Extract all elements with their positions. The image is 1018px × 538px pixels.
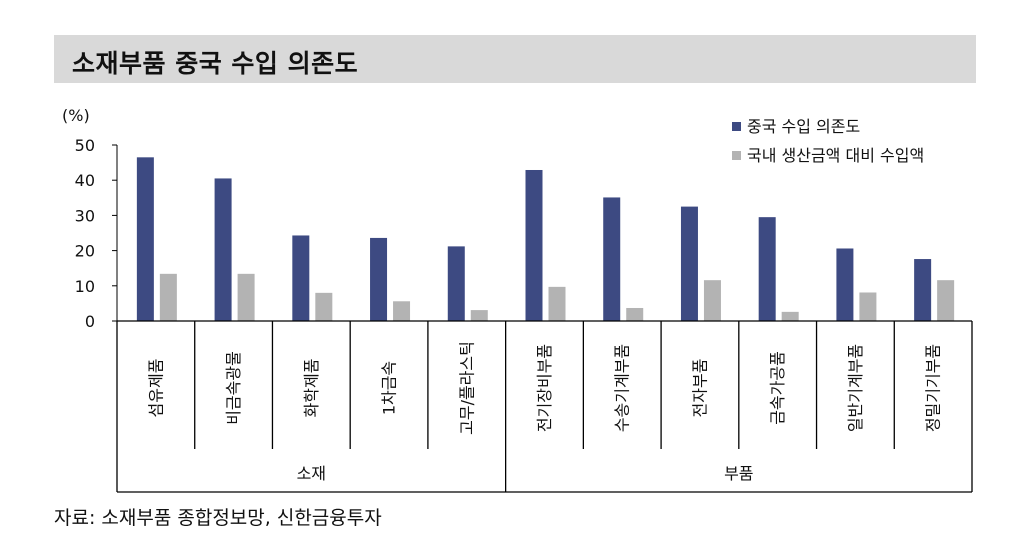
legend-label: 국내 생산금액 대비 수입액	[747, 146, 924, 165]
bar-import-ratio	[626, 307, 644, 321]
y-tick-label: 0	[85, 312, 95, 331]
legend-swatch	[732, 122, 741, 131]
category-label: 전자부품	[690, 359, 709, 418]
bar-import-ratio	[393, 301, 411, 321]
bar-import-ratio	[703, 280, 721, 321]
bar-china-dependence	[447, 246, 465, 321]
category-label: 전기장비부품	[535, 344, 554, 432]
title-bar: 소재부품 중국 수입 의존도	[54, 35, 976, 83]
bar-china-dependence	[836, 248, 854, 321]
bar-china-dependence	[603, 197, 621, 321]
bar-china-dependence	[370, 237, 388, 321]
category-label: 정밀기기부품	[924, 344, 943, 432]
category-label: 일반기계부품	[846, 344, 865, 432]
bar-china-dependence	[214, 178, 232, 321]
category-label: 섬유제품	[146, 359, 165, 418]
bar-import-ratio	[315, 292, 333, 321]
category-label: 1차금속	[380, 361, 399, 415]
y-tick-label: 50	[75, 136, 95, 155]
bar-china-dependence	[914, 259, 932, 321]
y-tick-label: 10	[75, 277, 95, 296]
category-label: 화학제품	[302, 359, 321, 418]
category-label: 비금속광물	[224, 351, 243, 425]
category-label: 금속가공품	[768, 351, 787, 425]
source-note: 자료: 소재부품 종합정보망, 신한금융투자	[54, 507, 382, 529]
legend-swatch	[732, 151, 741, 160]
category-label: 고무/플라스틱	[457, 341, 476, 435]
bar-import-ratio	[237, 273, 255, 321]
group-label: 소재	[297, 464, 326, 483]
bar-import-ratio	[548, 286, 566, 321]
bar-china-dependence	[136, 157, 154, 321]
bar-import-ratio	[937, 280, 955, 321]
y-tick-label: 30	[75, 206, 95, 225]
y-tick-label: 40	[75, 171, 95, 190]
y-unit-label: (%)	[62, 106, 90, 125]
bar-china-dependence	[292, 235, 310, 321]
y-tick-label: 20	[75, 242, 95, 261]
chart-title: 소재부품 중국 수입 의존도	[72, 49, 359, 78]
bar-china-dependence	[525, 169, 543, 321]
bar-import-ratio	[859, 292, 877, 321]
bar-china-dependence	[680, 206, 698, 321]
bar-china-dependence	[758, 217, 776, 321]
bar-chart: (%) 0 10 20 30 40 50 섬유제품 비금속광물 화학제품 1차금속 고무/플라스틱 전기…	[62, 106, 973, 493]
legend-label: 중국 수입 의존도	[747, 117, 860, 136]
bar-import-ratio	[159, 273, 177, 321]
bar-import-ratio	[781, 311, 799, 321]
category-label: 수송기계부품	[613, 344, 632, 432]
bar-import-ratio	[470, 310, 488, 321]
group-label: 부품	[724, 464, 753, 483]
